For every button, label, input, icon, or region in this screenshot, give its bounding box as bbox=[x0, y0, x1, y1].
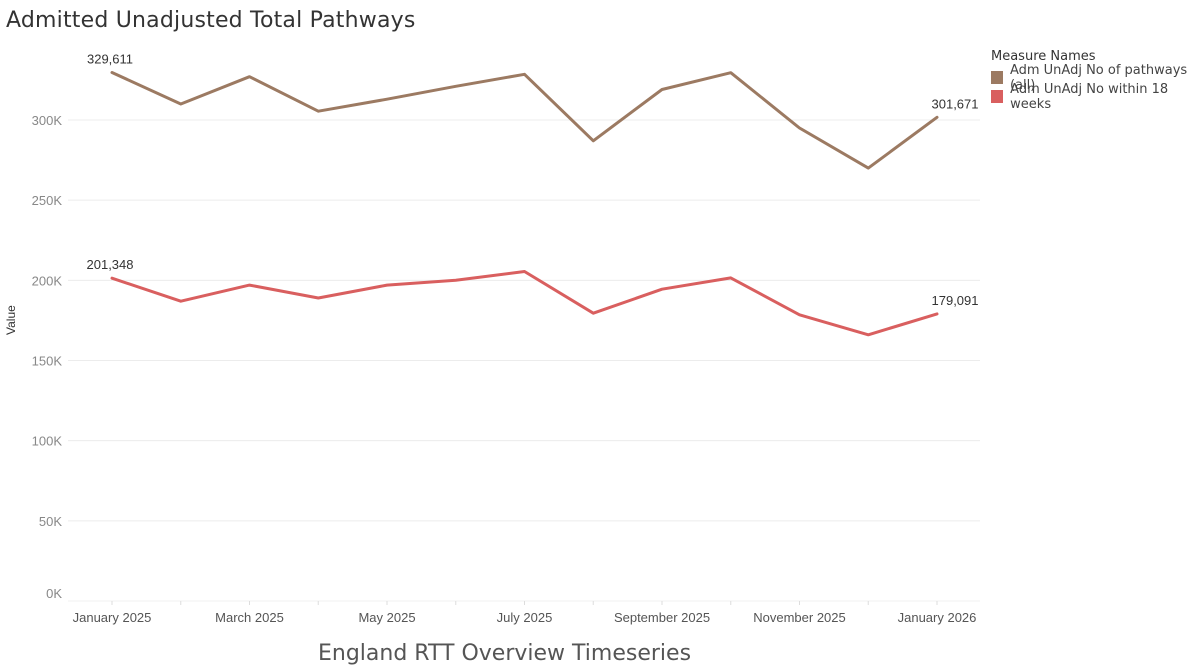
y-tick-label: 100K bbox=[32, 434, 63, 449]
series-line-2 bbox=[110, 270, 939, 337]
x-tick-label: January 2025 bbox=[73, 610, 152, 625]
x-tick-label: March 2025 bbox=[215, 610, 284, 625]
data-label-last: 179,091 bbox=[932, 293, 979, 308]
legend-item: Adm UnAdj No of pathways (all) bbox=[991, 63, 1200, 93]
y-tick-label: 300K bbox=[32, 113, 63, 128]
chart-caption: England RTT Overview Timeseries bbox=[318, 641, 692, 666]
data-label-first: 329,611 bbox=[87, 52, 133, 67]
x-tick-label: January 2026 bbox=[898, 610, 977, 625]
x-tick-label: November 2025 bbox=[753, 610, 846, 625]
legend-item: Adm UnAdj No within 18 weeks bbox=[991, 82, 1200, 112]
legend-swatch bbox=[991, 71, 1003, 84]
x-tick-label: May 2025 bbox=[358, 610, 415, 625]
chart-title: Admitted Unadjusted Total Pathways bbox=[6, 8, 416, 33]
x-tick-label: September 2025 bbox=[614, 610, 710, 625]
x-tick-label: July 2025 bbox=[497, 610, 553, 625]
y-tick-label: 250K bbox=[32, 193, 63, 208]
data-label-first: 201,348 bbox=[87, 257, 134, 272]
y-tick-label: 200K bbox=[32, 273, 63, 288]
data-label-last: 301,671 bbox=[932, 96, 979, 111]
y-tick-label: 50K bbox=[39, 514, 62, 529]
legend-label: Adm UnAdj No of pathways (all) bbox=[1009, 62, 1188, 93]
legend-swatch bbox=[991, 90, 1004, 103]
legend: Measure Names Adm UnAdj No of pathways (… bbox=[991, 49, 1200, 112]
y-tick-label: 150K bbox=[32, 354, 63, 369]
legend-label: Adm UnAdj No within 18 weeks bbox=[1010, 81, 1169, 112]
series-line-1 bbox=[110, 71, 939, 170]
y-tick-label: 0K bbox=[46, 586, 62, 601]
legend-title: Measure Names bbox=[991, 49, 1096, 64]
